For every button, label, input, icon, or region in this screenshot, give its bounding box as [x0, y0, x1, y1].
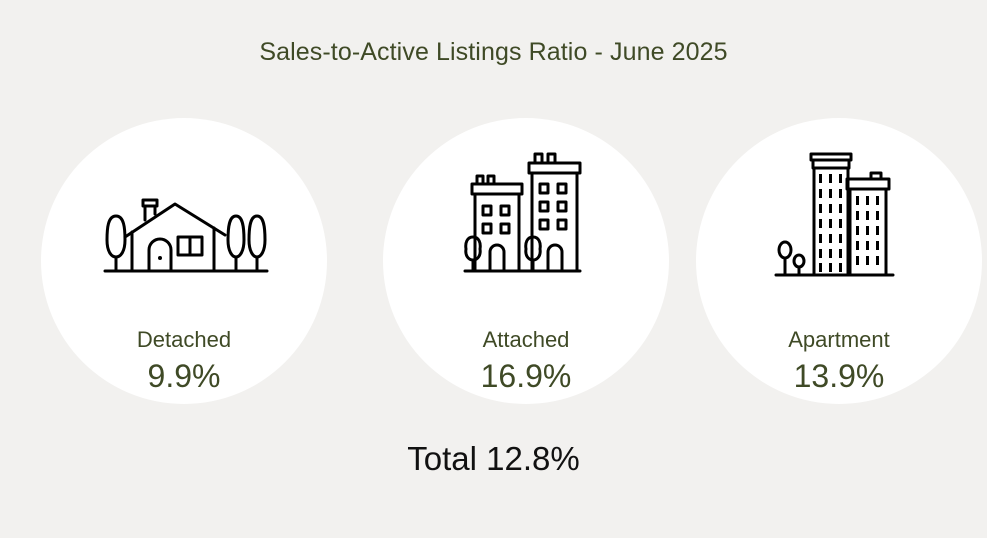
attached-value: 16.9% — [480, 358, 572, 394]
total-ratio: Total 12.8% — [407, 440, 580, 477]
detached-value: 9.9% — [147, 358, 221, 394]
page-title: Sales-to-Active Listings Ratio - June 20… — [259, 38, 728, 66]
apartment-building-icon — [774, 152, 895, 277]
detached-label: Detached — [136, 327, 232, 352]
townhouse-icon — [463, 152, 582, 273]
attached-label: Attached — [482, 327, 570, 352]
attached-card: Attached 16.9% — [383, 118, 669, 404]
house-icon — [103, 198, 269, 273]
apartment-label: Apartment — [788, 327, 890, 352]
apartment-windows — [819, 174, 879, 272]
apartment-value: 13.9% — [793, 358, 885, 394]
detached-card: Detached 9.9% — [41, 118, 327, 404]
apartment-card: Apartment 13.9% — [696, 118, 982, 404]
